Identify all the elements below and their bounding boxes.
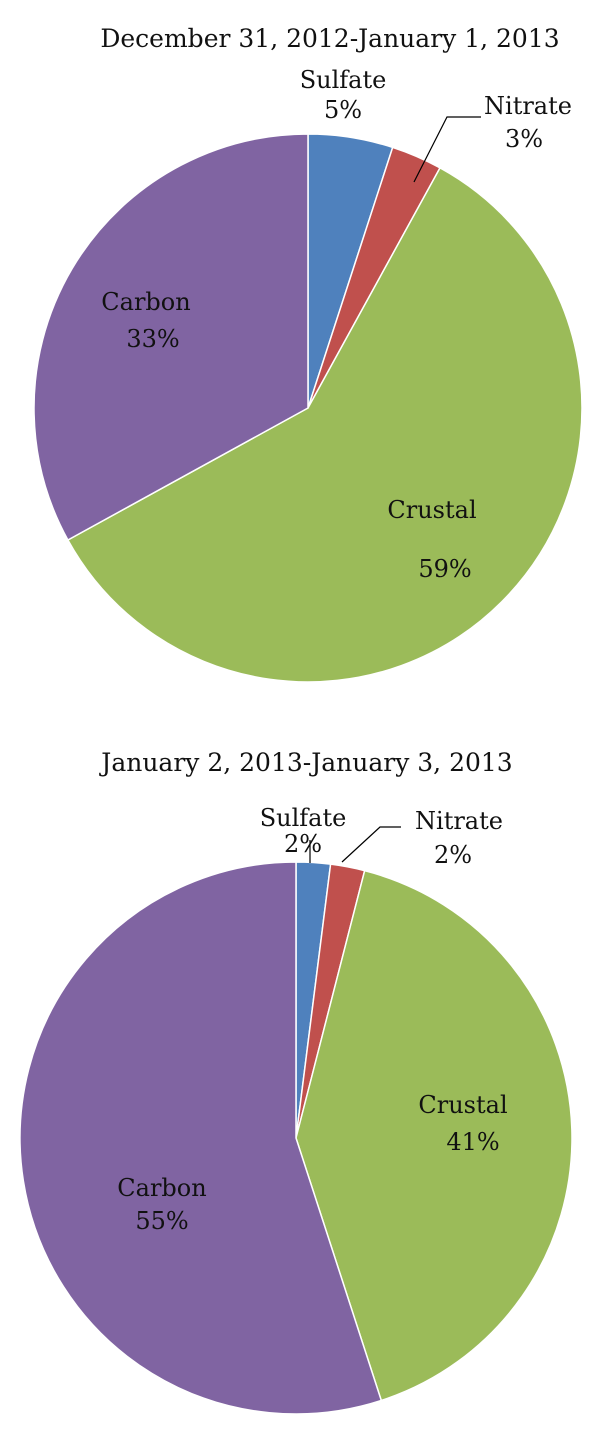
slice-label-sulfate: Sulfate	[300, 66, 387, 94]
slice-label-carbon: Carbon	[101, 288, 190, 316]
pie-slice-carbon	[19, 861, 383, 1415]
slice-value-sulfate: 5%	[324, 96, 362, 124]
slice-value-carbon: 55%	[135, 1207, 188, 1235]
chart-2-title: January 2, 2013-January 3, 2013	[98, 748, 512, 777]
slice-label-nitrate: Nitrate	[415, 807, 503, 835]
leader-line-nitrate	[413, 116, 481, 183]
slice-label-crustal: Crustal	[418, 1091, 507, 1119]
pie-slice-crustal	[66, 166, 583, 683]
slice-value-carbon: 33%	[126, 325, 179, 353]
slice-label-carbon: Carbon	[117, 1174, 206, 1202]
leader-line-nitrate	[341, 826, 401, 863]
slice-label-nitrate: Nitrate	[484, 92, 572, 120]
pie-slice-carbon	[33, 133, 309, 542]
slice-value-crustal: 41%	[446, 1128, 499, 1156]
slice-value-nitrate: 2%	[434, 841, 472, 869]
slice-label-sulfate: Sulfate	[260, 804, 347, 832]
slice-value-crustal: 59%	[418, 555, 471, 583]
pie-slice-crustal	[295, 869, 573, 1402]
chart-1-title: December 31, 2012-January 1, 2013	[100, 24, 559, 53]
slice-value-nitrate: 3%	[505, 125, 543, 153]
slice-value-sulfate: 2%	[284, 830, 322, 858]
slice-label-crustal: Crustal	[387, 496, 476, 524]
